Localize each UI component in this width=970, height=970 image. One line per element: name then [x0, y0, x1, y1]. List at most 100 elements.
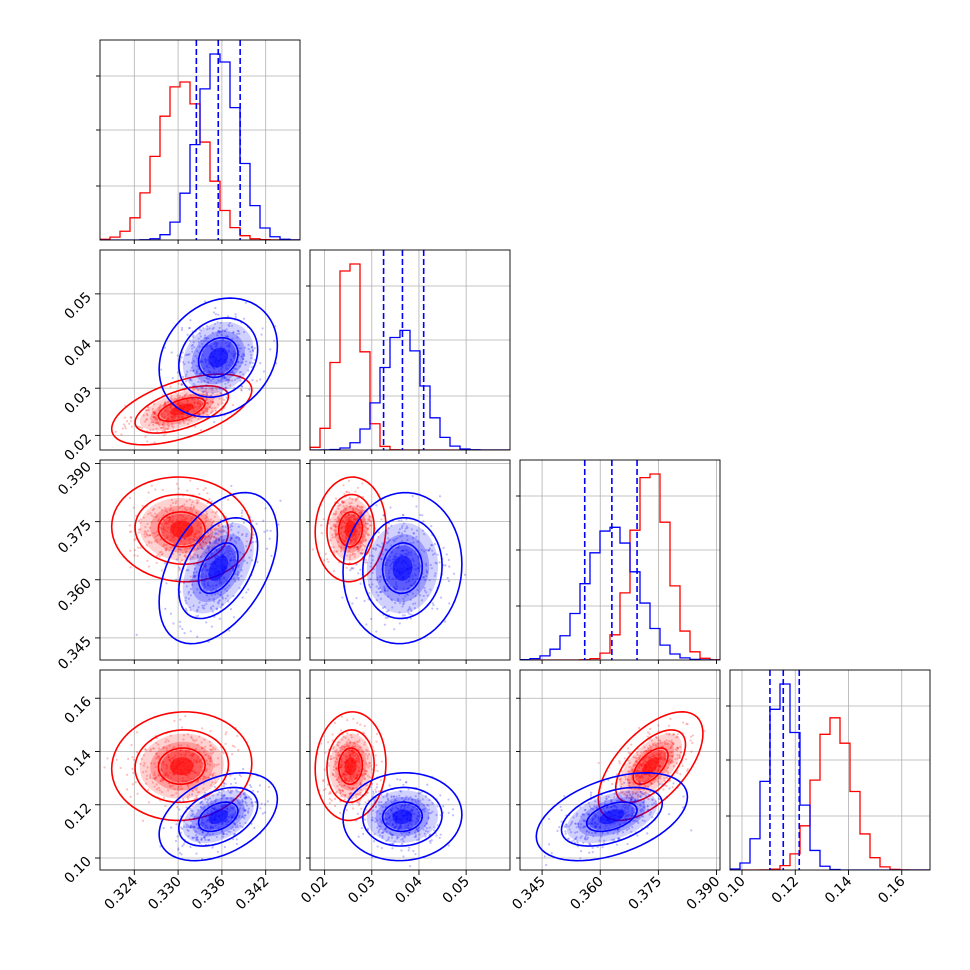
scatter-point — [345, 744, 348, 747]
scatter-point — [575, 836, 578, 839]
scatter-point — [161, 423, 164, 426]
scatter-point — [671, 755, 674, 758]
scatter-point — [254, 800, 257, 804]
scatter-point — [171, 509, 175, 512]
scatter-point — [349, 753, 352, 756]
scatter-point — [178, 569, 181, 572]
scatter-point — [172, 539, 175, 542]
scatter-point — [166, 510, 169, 514]
scatter-point — [353, 555, 356, 558]
scatter-point — [333, 775, 337, 778]
scatter-point — [333, 804, 337, 808]
scatter-point — [253, 358, 256, 361]
scatter-point — [636, 773, 640, 777]
scatter-point — [639, 795, 642, 799]
scatter-point — [232, 594, 235, 598]
scatter-points-2 — [159, 300, 278, 424]
scatter-point — [217, 539, 221, 542]
scatter-point — [225, 364, 228, 367]
scatter-point — [414, 835, 418, 838]
scatter-point — [201, 541, 205, 544]
scatter-point — [206, 381, 209, 384]
scatter-point — [671, 742, 675, 746]
scatter-point — [179, 620, 182, 623]
scatter-point — [204, 565, 207, 568]
scatter-point — [208, 740, 211, 743]
scatter-point — [146, 406, 150, 409]
scatter-point — [185, 609, 188, 612]
scatter-point — [190, 825, 193, 828]
scatter-point — [223, 375, 226, 378]
scatter-point — [203, 407, 206, 410]
scatter-point — [231, 807, 235, 810]
scatter-point — [388, 539, 392, 542]
scatter-point — [424, 795, 428, 798]
scatter-point — [230, 324, 234, 327]
scatter-point — [342, 501, 345, 505]
scatter-point — [189, 537, 192, 540]
scatter-point — [172, 773, 175, 776]
scatter-point — [400, 832, 404, 836]
scatter-point — [164, 771, 167, 774]
scatter-point — [198, 345, 201, 348]
scatter-point — [352, 787, 355, 790]
scatter-point — [350, 788, 353, 791]
scatter-point — [226, 524, 230, 527]
scatter-point — [647, 749, 650, 753]
scatter-point — [236, 536, 239, 539]
scatter-point — [337, 754, 340, 757]
scatter-point — [232, 372, 236, 375]
scatter-point — [381, 542, 384, 545]
scatter-point — [355, 787, 358, 790]
scatter-point — [640, 751, 643, 754]
scatter-point — [135, 633, 138, 636]
scatter-point — [208, 757, 212, 760]
scatter-point — [151, 508, 155, 512]
scatter-point — [352, 518, 356, 521]
scatter-point — [388, 555, 391, 558]
contour-line-2 — [362, 786, 443, 847]
scatter-point — [234, 353, 237, 356]
scatter-point — [192, 817, 195, 820]
scatter-point — [359, 791, 362, 794]
scatter-point — [421, 529, 424, 532]
scatter-point — [382, 544, 385, 547]
scatter-point — [165, 547, 168, 550]
scatter-point — [232, 798, 235, 801]
scatter-point — [412, 805, 415, 809]
scatter-point — [350, 515, 353, 518]
scatter-point — [240, 775, 243, 778]
scatter-point — [237, 801, 240, 805]
scatter-point — [184, 596, 188, 599]
scatter-point — [355, 533, 358, 536]
scatter-point — [322, 789, 325, 792]
scatter-point — [365, 623, 368, 626]
scatter-point — [339, 789, 342, 792]
scatter-point — [195, 788, 198, 791]
scatter-point — [203, 336, 206, 339]
scatter-point — [356, 504, 360, 508]
scatter-point — [359, 783, 362, 786]
scatter-point — [426, 549, 429, 552]
scatter-point — [336, 743, 339, 747]
scatter-point — [180, 415, 183, 418]
scatter-point — [393, 799, 396, 802]
scatter-point — [658, 765, 661, 768]
scatter-point — [340, 729, 343, 732]
scatter-point — [204, 514, 208, 517]
scatter-point — [380, 558, 383, 561]
scatter-point — [186, 400, 189, 403]
scatter-point — [635, 774, 638, 778]
scatter-point — [169, 538, 172, 541]
scatter-point — [663, 752, 666, 755]
scatter-point — [330, 799, 333, 802]
scatter-point — [224, 597, 227, 600]
scatter-point — [410, 528, 413, 531]
contour-line-1 — [326, 729, 375, 804]
scatter-point — [195, 760, 198, 764]
scatter-point — [344, 776, 347, 779]
scatter-point — [239, 347, 243, 350]
scatter-point — [185, 750, 188, 754]
scatter-point — [237, 525, 240, 528]
scatter-point — [200, 568, 204, 572]
